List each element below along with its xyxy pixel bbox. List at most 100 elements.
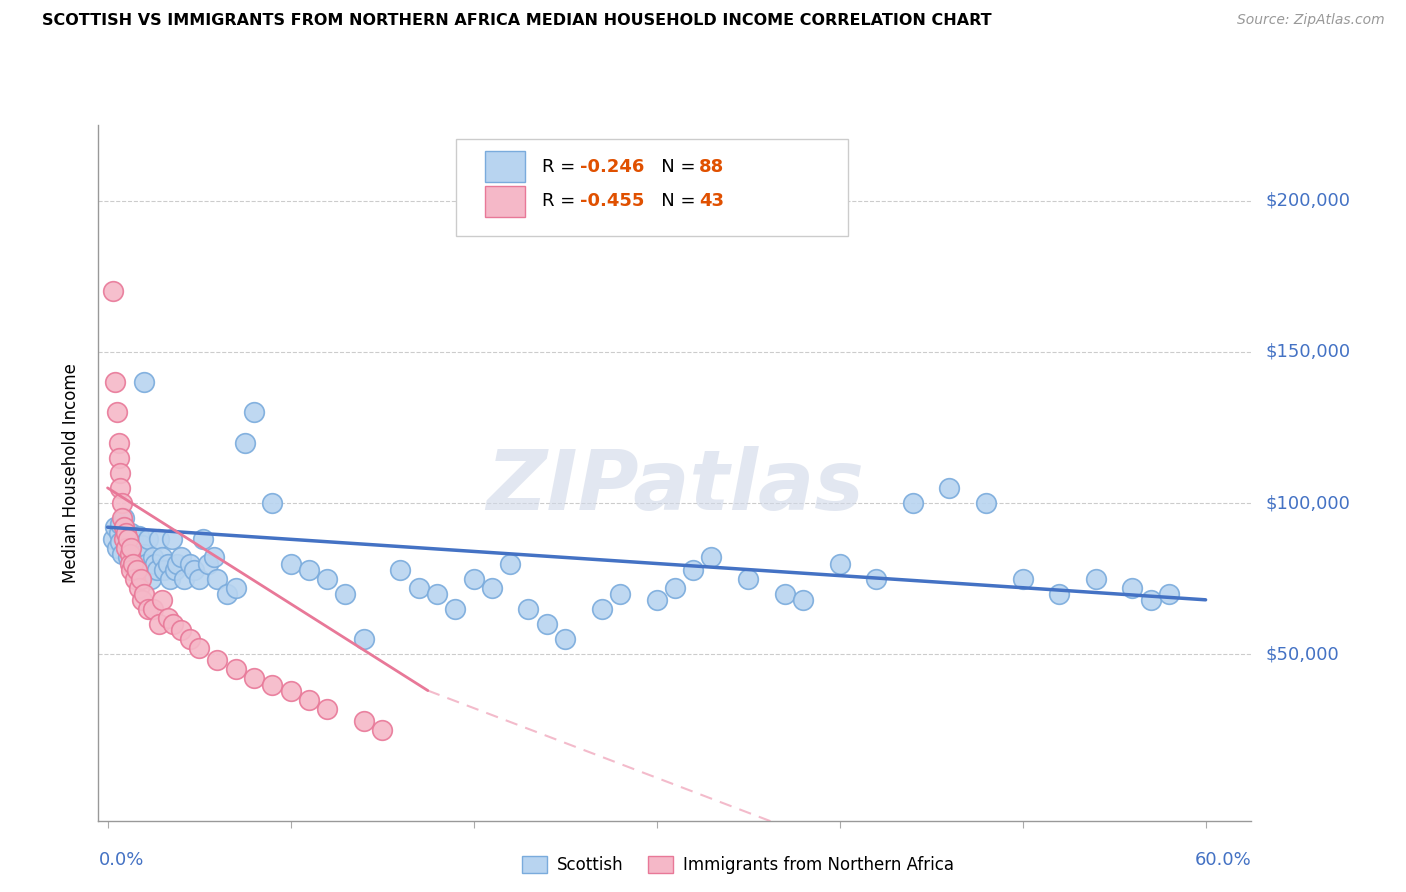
FancyBboxPatch shape [456, 139, 848, 236]
Text: 0.0%: 0.0% [98, 851, 143, 869]
Point [125, 550, 148, 565]
Point [1047, 587, 1070, 601]
Point [118, 538, 141, 552]
Point [141, 572, 163, 586]
Point [110, 517, 132, 532]
Point [156, 557, 179, 571]
Point [191, 533, 214, 547]
Point [170, 550, 193, 565]
Point [115, 541, 138, 556]
Point [120, 526, 142, 541]
Point [609, 587, 631, 601]
Point [131, 538, 153, 552]
Text: $100,000: $100,000 [1265, 494, 1350, 512]
Point [353, 632, 375, 647]
Point [101, 533, 124, 547]
Text: 43: 43 [699, 193, 724, 211]
Point [536, 617, 558, 632]
Point [105, 541, 128, 556]
Text: -0.246: -0.246 [581, 158, 645, 176]
Point [115, 526, 138, 541]
Point [124, 557, 146, 571]
Point [165, 563, 187, 577]
Point [591, 602, 613, 616]
Point [773, 587, 796, 601]
Point [117, 550, 139, 565]
Point [225, 662, 247, 676]
Point [146, 563, 169, 577]
Point [115, 533, 138, 547]
Point [554, 632, 576, 647]
Point [280, 683, 302, 698]
Point [225, 581, 247, 595]
Point [316, 572, 339, 586]
Point [120, 541, 142, 556]
Point [179, 557, 201, 571]
Point [110, 466, 132, 480]
Point [901, 496, 924, 510]
Point [207, 572, 229, 586]
Point [179, 632, 201, 647]
Text: SCOTTISH VS IMMIGRANTS FROM NORTHERN AFRICA MEDIAN HOUSEHOLD INCOME CORRELATION : SCOTTISH VS IMMIGRANTS FROM NORTHERN AFR… [42, 13, 991, 29]
Point [138, 563, 160, 577]
Point [682, 563, 704, 577]
Point [134, 587, 156, 601]
Point [426, 587, 449, 601]
Point [111, 496, 134, 510]
Point [134, 548, 156, 562]
Point [124, 572, 146, 586]
Point [792, 592, 814, 607]
Point [129, 572, 152, 586]
Point [828, 557, 851, 571]
Point [143, 557, 166, 571]
Point [159, 572, 181, 586]
Point [188, 572, 211, 586]
Point [316, 702, 339, 716]
Point [183, 563, 205, 577]
Y-axis label: Median Household Income: Median Household Income [62, 363, 80, 582]
Point [135, 557, 157, 571]
Point [262, 496, 284, 510]
Point [148, 533, 170, 547]
Point [481, 581, 503, 595]
Point [197, 557, 219, 571]
Point [166, 557, 188, 571]
Point [107, 526, 129, 541]
Point [104, 375, 127, 389]
Point [111, 511, 134, 525]
Point [104, 520, 127, 534]
Point [499, 557, 522, 571]
Point [105, 405, 128, 419]
Point [974, 496, 997, 510]
Point [408, 581, 430, 595]
Text: $150,000: $150,000 [1265, 343, 1350, 360]
Point [645, 592, 668, 607]
Point [152, 550, 174, 565]
Point [153, 563, 176, 577]
Text: 88: 88 [699, 158, 724, 176]
Point [148, 617, 170, 632]
Text: 60.0%: 60.0% [1195, 851, 1251, 869]
Point [1121, 581, 1143, 595]
Point [737, 572, 759, 586]
Point [101, 285, 124, 299]
Point [112, 520, 135, 534]
Point [664, 581, 686, 595]
Point [156, 611, 179, 625]
Text: N =: N = [644, 193, 702, 211]
Point [1084, 572, 1107, 586]
Point [243, 672, 266, 686]
Point [173, 572, 195, 586]
Point [129, 563, 152, 577]
Point [298, 692, 321, 706]
Point [125, 535, 148, 549]
Point [110, 535, 132, 549]
Point [129, 544, 152, 558]
Point [160, 533, 183, 547]
Legend: Scottish, Immigrants from Northern Africa: Scottish, Immigrants from Northern Afric… [515, 849, 962, 881]
Point [142, 550, 165, 565]
Text: R =: R = [543, 158, 581, 176]
Point [463, 572, 485, 586]
Point [136, 533, 159, 547]
Point [124, 541, 146, 556]
